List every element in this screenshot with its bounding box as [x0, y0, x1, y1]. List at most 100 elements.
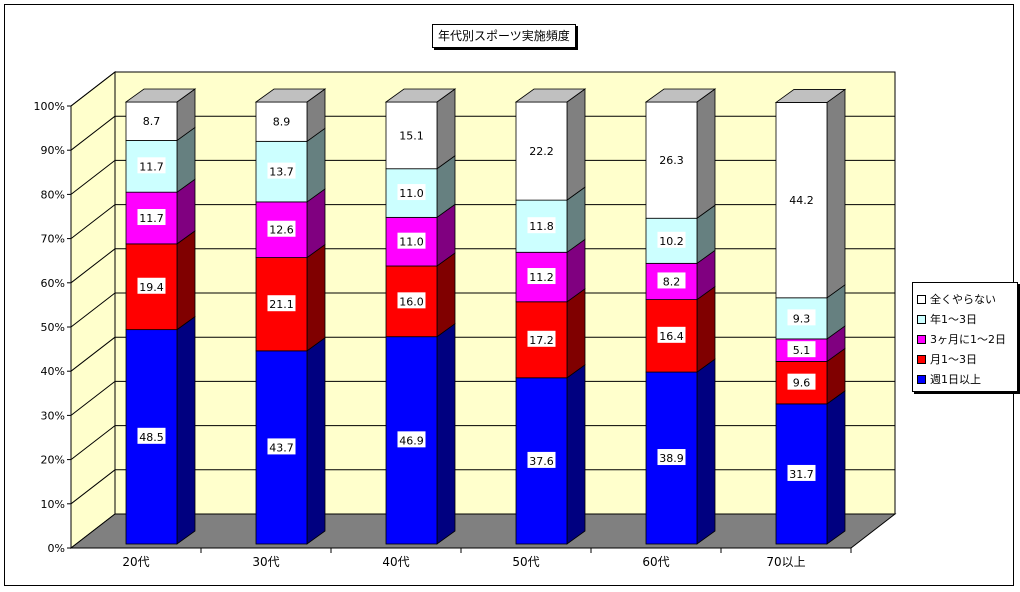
legend-swatch: [917, 314, 926, 324]
legend-swatch: [917, 294, 926, 304]
y-tick-label: 40%: [41, 365, 65, 378]
data-label-bg: [657, 326, 686, 343]
data-label-bg: [137, 427, 166, 444]
data-label: 22.2: [527, 142, 556, 159]
data-label: 11.7: [137, 157, 166, 174]
y-tick-label: 60%: [41, 277, 65, 290]
data-label-bg: [267, 295, 296, 312]
data-label-bg: [527, 142, 556, 159]
bar-side: [566, 288, 586, 379]
data-label: 46.9: [397, 431, 426, 448]
data-label-bg: [527, 330, 556, 347]
data-label-text: 11.0: [399, 236, 424, 249]
data-label: 11.8: [527, 217, 556, 234]
data-label-text: 15.1: [399, 129, 424, 142]
data-label-text: 37.6: [529, 455, 554, 468]
data-label: 13.7: [267, 162, 296, 179]
bar-side: [566, 88, 586, 201]
data-label: 26.3: [657, 151, 686, 168]
data-label-text: 26.3: [659, 154, 684, 167]
x-tick-label: 40代: [382, 555, 409, 569]
data-label-bg: [397, 232, 426, 249]
data-label: 43.7: [267, 438, 296, 455]
data-label: 37.6: [527, 451, 556, 468]
data-label-bg: [397, 184, 426, 201]
data-label-text: 31.7: [789, 468, 814, 481]
legend-item: 年1～3日: [917, 309, 1017, 329]
y-tick-label: 50%: [41, 321, 65, 334]
data-label-text: 11.7: [139, 160, 164, 173]
data-label: 9.6: [787, 373, 816, 390]
data-label-bg: [787, 341, 816, 358]
y-tick-label: 100%: [34, 100, 65, 113]
data-label-bg: [657, 272, 686, 289]
chart-frame: 0% 10% 20% 30% 40% 50% 60% 70% 80% 90% 100% 48.5 19.…: [4, 4, 1018, 586]
data-label-bg: [787, 464, 816, 481]
data-label-bg: [267, 112, 296, 129]
data-label-text: 5.1: [793, 344, 811, 357]
data-label-bg: [137, 157, 166, 174]
bar-top: [254, 88, 327, 103]
legend-item: 月1～3日: [917, 349, 1017, 369]
x-tick-label: 60代: [642, 555, 669, 569]
bar-side: [436, 252, 456, 338]
data-label: 11.0: [397, 232, 426, 249]
data-label: 12.6: [267, 220, 296, 237]
legend-swatch: [917, 354, 926, 364]
bar-side: [176, 230, 196, 331]
data-label: 11.0: [397, 184, 426, 201]
bar-side: [306, 337, 326, 545]
data-label-text: 16.4: [659, 330, 684, 343]
data-label-text: 13.7: [269, 166, 294, 179]
data-label-bg: [657, 449, 686, 466]
gridline-side: [70, 336, 116, 372]
data-label-text: 38.9: [659, 452, 684, 465]
x-tick-label: 50代: [512, 555, 539, 569]
bar-top: [384, 88, 457, 103]
data-label-bg: [267, 162, 296, 179]
gridline-side: [70, 160, 116, 195]
data-label: 21.1: [267, 295, 296, 312]
chart-legend: 全くやらない 年1～3日 3ヶ月に1～2日 月1～3日 週1日以上: [912, 282, 1018, 392]
y-tick-label: 80%: [41, 188, 65, 201]
y-tick-label: 0%: [48, 542, 65, 555]
data-label-text: 9.3: [793, 312, 811, 325]
data-label-text: 22.2: [529, 145, 554, 158]
data-label-bg: [787, 373, 816, 390]
data-label-bg: [137, 209, 166, 226]
data-label: 8.7: [137, 112, 166, 129]
bar-side: [826, 390, 846, 545]
bar-side: [696, 88, 716, 220]
data-label: 5.1: [787, 341, 816, 358]
data-label-text: 16.0: [399, 295, 424, 308]
data-label-text: 43.7: [269, 441, 294, 454]
bar-side: [696, 358, 716, 545]
data-label: 19.4: [137, 277, 166, 294]
x-tick-label: 70以上: [766, 555, 805, 569]
data-label-text: 21.1: [269, 298, 294, 311]
chart-svg: 0% 10% 20% 30% 40% 50% 60% 70% 80% 90% 100% 48.5 19.…: [34, 70, 897, 569]
bar-side: [306, 243, 326, 352]
data-label-bg: [527, 451, 556, 468]
data-label: 44.2: [787, 191, 816, 208]
gridline-side: [70, 71, 116, 107]
gridline-side: [70, 381, 116, 416]
data-label: 38.9: [657, 449, 686, 466]
data-label-text: 19.4: [139, 281, 164, 294]
gridline-side: [70, 248, 116, 284]
bar-top: [124, 88, 197, 103]
data-label: 11.2: [527, 268, 556, 285]
data-label-bg: [787, 309, 816, 326]
data-label-text: 8.9: [273, 116, 291, 129]
x-tick-label: 30代: [252, 555, 279, 569]
data-label: 16.4: [657, 326, 686, 343]
legend-label: 月1～3日: [930, 353, 977, 366]
data-label-bg: [657, 231, 686, 248]
data-label-text: 8.7: [143, 115, 161, 128]
data-label-text: 44.2: [789, 194, 814, 207]
x-tick-label: 20代: [122, 555, 149, 569]
data-label-bg: [267, 438, 296, 455]
chart-title: 年代別スポーツ実施頻度: [432, 24, 576, 48]
data-label-text: 8.2: [663, 275, 681, 288]
bar-side: [176, 315, 196, 545]
